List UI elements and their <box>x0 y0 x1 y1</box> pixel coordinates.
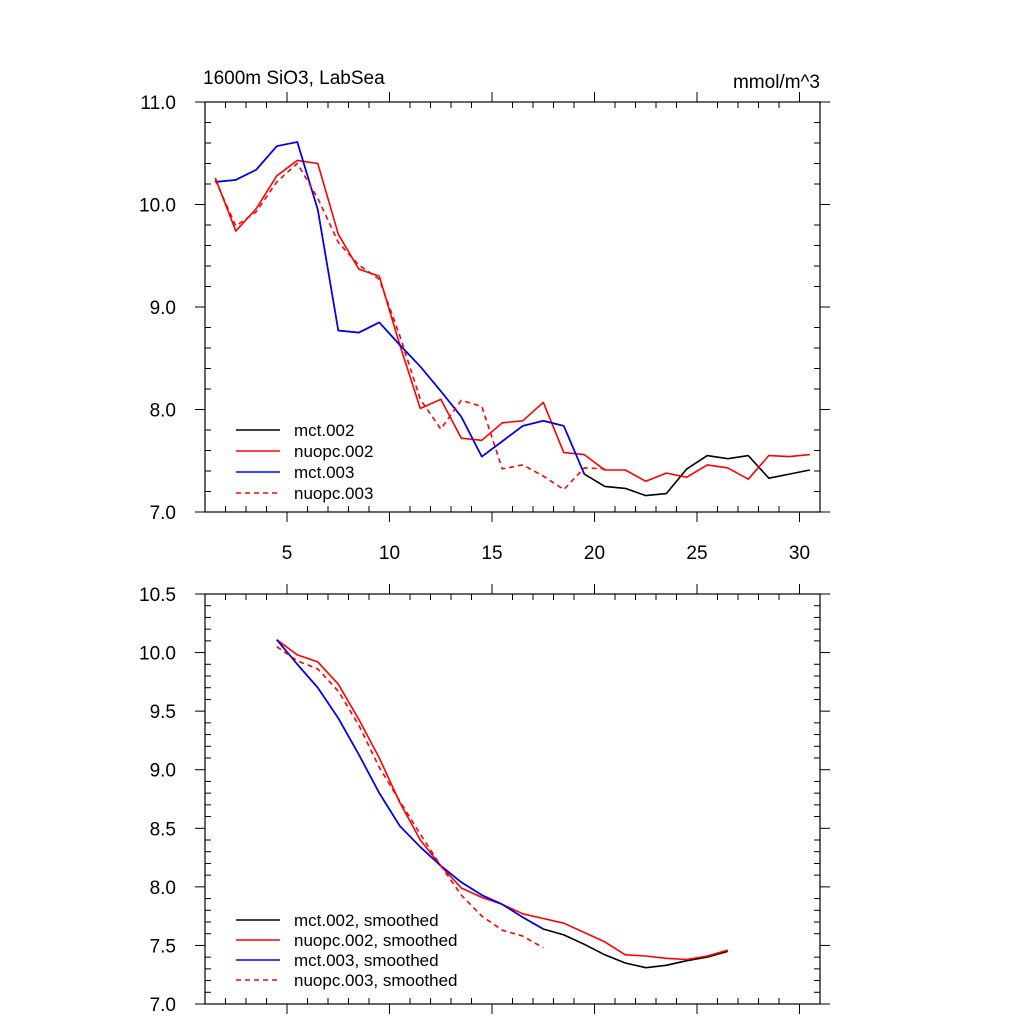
bottom-legend-label: mct.003, smoothed <box>294 951 439 970</box>
bottom-y-tick-label: 7.0 <box>150 995 176 1016</box>
top-panel: 1600m SiO3, LabSea mmol/m^3 5 10 15 20 25 30 7… <box>139 68 830 564</box>
top-legend-label: mct.002 <box>294 421 354 440</box>
top-y-tick-label: 8.0 <box>150 401 176 422</box>
top-x-tick-label: 15 <box>481 543 502 564</box>
top-x-tick-label: 5 <box>282 543 293 564</box>
top-legend-label: nuopc.003 <box>294 484 373 503</box>
top-y-tick-label: 10.0 <box>139 196 176 217</box>
top-legend-label: nuopc.002 <box>294 442 373 461</box>
top-series-line-nuopc-002 <box>214 159 810 483</box>
bottom-y-tick-label: 10.5 <box>139 585 176 606</box>
bottom-panel: 7.0 7.5 8.0 8.5 9.0 9.5 10.0 10.5 mct.002, smoot… <box>139 584 830 1016</box>
top-panel-title: 1600m SiO3, LabSea <box>203 68 385 89</box>
top-x-tick-label: 10 <box>379 543 400 564</box>
bottom-y-tick-label: 8.5 <box>150 819 176 840</box>
bottom-legend-label: nuopc.003, smoothed <box>294 971 458 990</box>
bottom-y-tick-label: 8.0 <box>150 878 176 899</box>
top-panel-units: mmol/m^3 <box>733 72 820 93</box>
bottom-y-tick-label: 9.5 <box>150 702 176 723</box>
top-legend: mct.002 nuopc.002 mct.003 nuopc.003 <box>236 421 373 503</box>
top-x-tick-label: 25 <box>686 543 707 564</box>
top-x-tick-label: 20 <box>584 543 605 564</box>
top-y-tick-label: 11.0 <box>140 93 176 114</box>
top-y-tick-label: 7.0 <box>150 503 176 524</box>
bottom-y-tick-label: 7.5 <box>150 936 176 957</box>
bottom-series-line-mct-003-smoothed <box>276 639 544 930</box>
bottom-legend-label: nuopc.002, smoothed <box>294 931 458 950</box>
top-series-line-mct-003 <box>215 141 586 475</box>
top-x-tick-label: 30 <box>789 543 810 564</box>
bottom-y-tick-label: 9.0 <box>150 761 176 782</box>
top-y-tick-label: 9.0 <box>150 298 176 319</box>
bottom-legend-label: mct.002, smoothed <box>294 911 439 930</box>
bottom-y-tick-label: 10.0 <box>139 644 176 665</box>
top-legend-label: mct.003 <box>294 463 354 482</box>
